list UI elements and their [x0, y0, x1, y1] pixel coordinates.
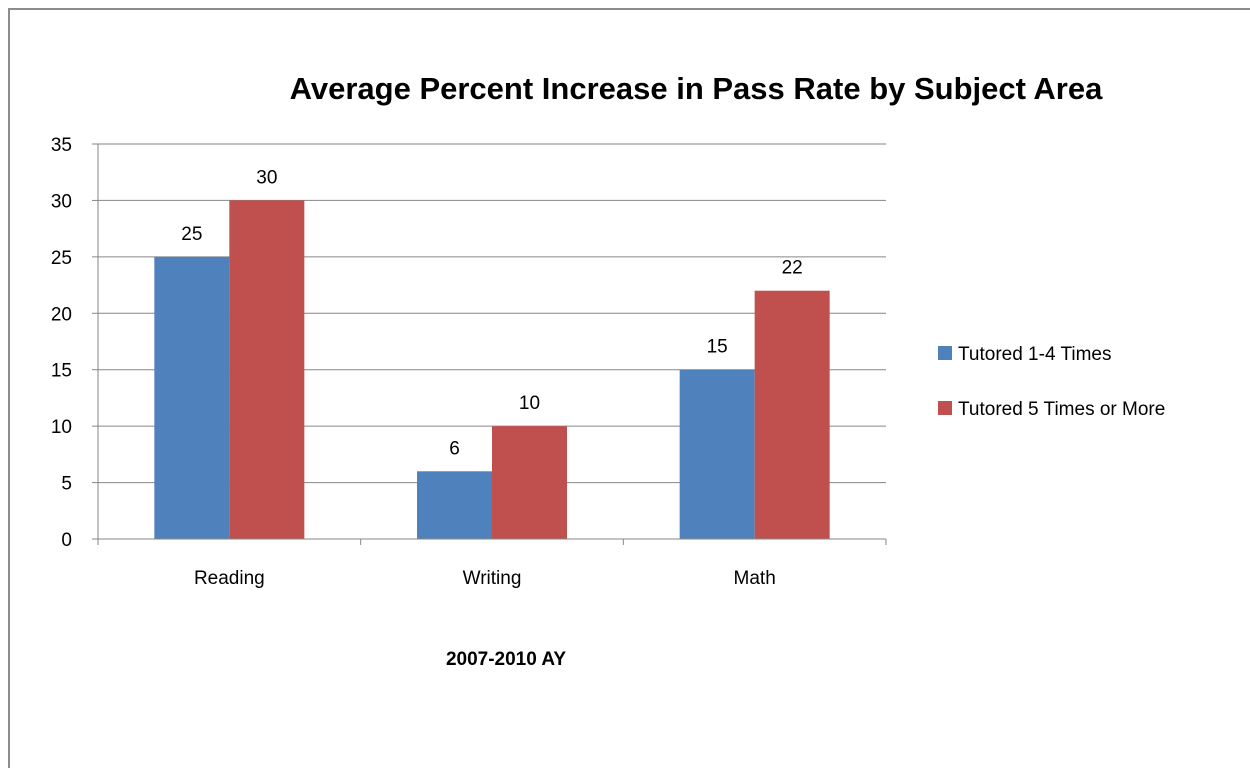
x-category-label: Math — [734, 568, 776, 589]
y-tick-label: 0 — [61, 530, 72, 551]
legend-swatch — [938, 401, 952, 415]
y-tick-label: 25 — [51, 248, 72, 269]
y-tick-label: 15 — [51, 361, 72, 382]
y-tick-label: 30 — [51, 191, 72, 212]
y-axis-ticks: 0 5 10 15 20 25 30 35 — [51, 135, 72, 551]
bars — [154, 200, 830, 539]
bar-reading-series-2 — [229, 200, 305, 539]
y-tick-label: 5 — [61, 474, 72, 495]
bar-reading-series-1 — [154, 256, 230, 539]
data-label: 15 — [707, 337, 728, 358]
chart-title: Average Percent Increase in Pass Rate by… — [290, 71, 1103, 106]
y-tick-label: 35 — [51, 135, 72, 156]
y-tick-label: 20 — [51, 304, 72, 325]
data-label: 30 — [256, 167, 277, 188]
data-label: 10 — [519, 393, 540, 414]
bar-chart: Average Percent Increase in Pass Rate by… — [51, 71, 1165, 670]
bar-math-series-2 — [754, 290, 830, 539]
bar-math-series-1 — [679, 369, 755, 539]
legend-entry-label: Tutored 1-4 Times — [958, 344, 1111, 365]
y-tick-label: 10 — [51, 417, 72, 438]
legend: Tutored 1-4 Times Tutored 5 Times or More — [938, 344, 1165, 420]
data-label: 25 — [181, 224, 202, 245]
legend-swatch — [938, 346, 952, 360]
data-labels: 25 30 6 10 15 22 — [181, 167, 802, 459]
axes — [92, 143, 887, 545]
legend-entry-label: Tutored 5 Times or More — [958, 399, 1165, 420]
bar-writing-series-1 — [417, 471, 492, 539]
x-axis-label: 2007-2010 AY — [446, 649, 566, 670]
bar-writing-series-2 — [492, 426, 567, 539]
x-category-label: Writing — [463, 568, 522, 589]
category-labels: Reading Writing Math — [194, 568, 776, 589]
x-category-label: Reading — [194, 568, 265, 589]
data-label: 22 — [782, 258, 803, 279]
chart-frame — [8, 8, 1250, 768]
data-label: 6 — [449, 438, 460, 459]
